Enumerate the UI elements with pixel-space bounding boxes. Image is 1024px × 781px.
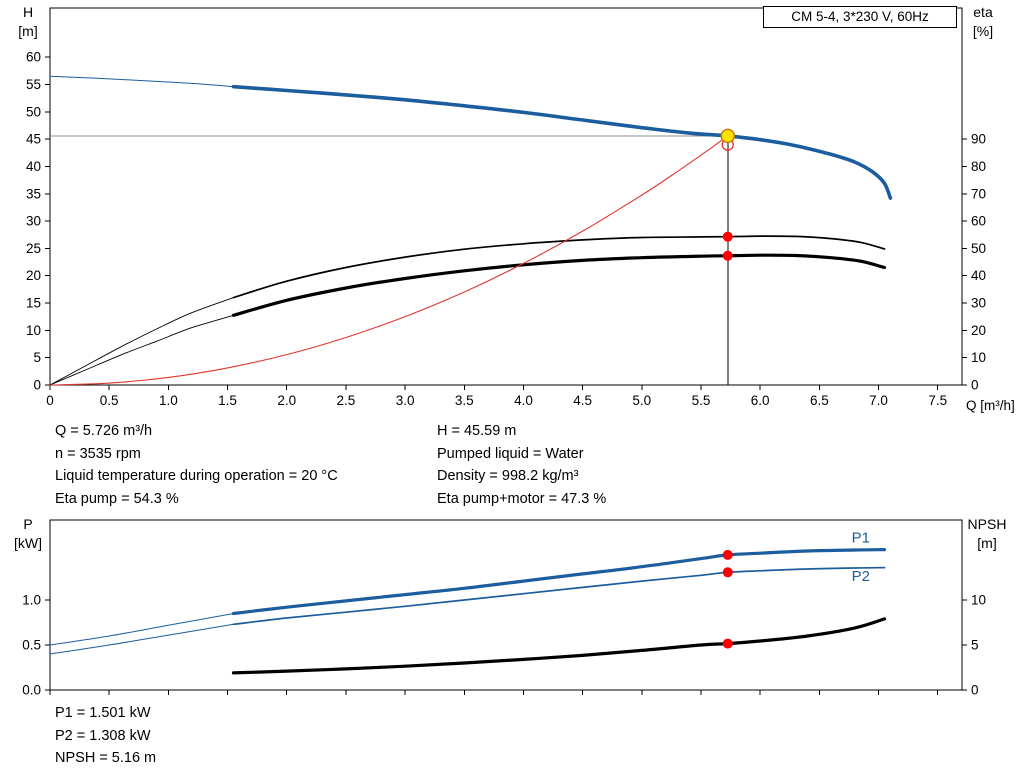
result-line: Eta pump+motor = 47.3 % [437,490,607,507]
result-line: H = 45.59 m [437,423,517,439]
svg-text:7.0: 7.0 [869,393,888,408]
svg-text:30: 30 [971,296,986,311]
svg-text:60: 60 [971,214,986,229]
svg-text:15: 15 [26,296,41,311]
svg-text:0: 0 [971,378,979,393]
svg-text:50: 50 [971,241,986,256]
svg-text:55: 55 [26,77,41,92]
pump-model-box: CM 5-4, 3*230 V, 60Hz [763,6,957,28]
svg-text:80: 80 [971,159,986,174]
eta-axis-title: eta [%] [962,3,1004,41]
svg-text:70: 70 [971,186,986,201]
result-line: Density = 998.2 kg/m³ [437,468,579,484]
power-axis-title: P [kW] [10,515,46,553]
svg-text:45: 45 [26,132,41,147]
eta-pump-curve [232,235,886,299]
eta-pump-duty-dot [722,231,733,242]
svg-text:5.5: 5.5 [692,393,711,408]
duty-results-column-1: Q = 5.726 m³/h n = 3535 rpm Liquid tempera… [55,420,338,510]
qh-eta-chart-ticks: 0 0.5 1.0 1.5 2.0 2.5 3.0 3.5 4.0 4.5 5.0 5.5 6.0 6.5… [26,50,986,408]
svg-text:1.0: 1.0 [22,593,41,608]
svg-text:6.0: 6.0 [751,393,770,408]
svg-text:2.5: 2.5 [337,393,356,408]
svg-text:6.5: 6.5 [810,393,829,408]
flow-axis-label: Q [m³/h] [966,398,1015,413]
power-npsh-chart-frame [49,519,963,691]
p1-duty-dot [722,549,733,560]
duty-point [720,128,736,144]
svg-text:10: 10 [26,323,41,338]
svg-text:40: 40 [971,268,986,283]
svg-text:10: 10 [971,350,986,365]
npsh-axis-symbol: NPSH [967,516,1007,532]
qh-curve [231,84,893,200]
eta-pump-motor-duty-dot [722,250,733,261]
svg-text:0.5: 0.5 [100,393,119,408]
svg-text:4.5: 4.5 [573,393,592,408]
svg-text:90: 90 [971,132,986,147]
svg-text:5: 5 [971,638,979,653]
svg-text:60: 60 [26,50,41,65]
svg-text:35: 35 [26,186,41,201]
power-axis-unit: [kW] [14,535,42,551]
p1-curve [231,548,887,616]
system-curve [49,135,729,386]
svg-text:3.0: 3.0 [396,393,415,408]
qh-eta-chart-frame [49,7,963,386]
svg-text:3.5: 3.5 [455,393,474,408]
eta-axis-unit: [%] [972,23,994,39]
eta-pump-curve-lead [49,297,234,386]
svg-text:0.0: 0.0 [22,683,41,698]
result-line: Q = 5.726 m³/h [55,423,153,439]
p2-curve-lead [49,623,234,655]
npsh-duty-dot [722,638,733,649]
power-npsh-chart-ticks: 0.0 0.5 1.0 0 5 10 [22,593,986,698]
svg-text:25: 25 [26,241,41,256]
result-line: P2 = 1.308 kW [55,727,151,744]
svg-text:50: 50 [26,104,41,119]
result-line: n = 3535 rpm [55,445,141,462]
result-line: NPSH = 5.16 m [55,750,157,766]
eta-pump-motor-curve [231,253,887,317]
power-axis-symbol: P [23,516,33,532]
result-line: Eta pump = 54.3 % [55,490,179,507]
duty-results-column-2: H = 45.59 m Pumped liquid = Water Density … [437,420,606,510]
result-line: P1 = 1.501 kW [55,705,151,721]
head-axis-title: H [m] [10,3,46,41]
power-results: P1 = 1.501 kW P2 = 1.308 kW NPSH = 5.16 m [55,702,156,770]
qh-curve-lead [49,75,234,88]
svg-text:5: 5 [33,350,41,365]
svg-text:0: 0 [971,683,979,698]
svg-text:30: 30 [26,214,41,229]
svg-text:1.0: 1.0 [159,393,178,408]
npsh-curve [231,617,887,675]
p2-series-label: P2 [852,568,870,585]
head-axis-unit: [m] [18,23,38,39]
result-line: Pumped liquid = Water [437,445,584,462]
p2-curve [232,566,886,626]
eta-pump-motor-curve-lead [49,314,234,386]
svg-text:7.5: 7.5 [928,393,947,408]
svg-text:4.0: 4.0 [514,393,533,408]
result-line: Liquid temperature during operation = 20… [55,468,338,484]
npsh-axis-title: NPSH [m] [960,515,1014,553]
svg-text:0.5: 0.5 [22,638,41,653]
svg-text:20: 20 [26,268,41,283]
svg-text:5.0: 5.0 [632,393,651,408]
svg-text:2.0: 2.0 [277,393,296,408]
svg-text:0: 0 [33,378,41,393]
p1-curve-lead [49,613,234,646]
p1-series-label: P1 [852,529,870,546]
svg-text:0: 0 [46,393,54,408]
svg-text:10: 10 [971,593,986,608]
svg-text:20: 20 [971,323,986,338]
svg-text:40: 40 [26,159,41,174]
svg-text:1.5: 1.5 [218,393,237,408]
eta-axis-symbol: eta [973,4,993,20]
npsh-axis-unit: [m] [977,535,997,551]
head-axis-symbol: H [22,4,34,20]
p2-duty-dot [722,567,733,578]
